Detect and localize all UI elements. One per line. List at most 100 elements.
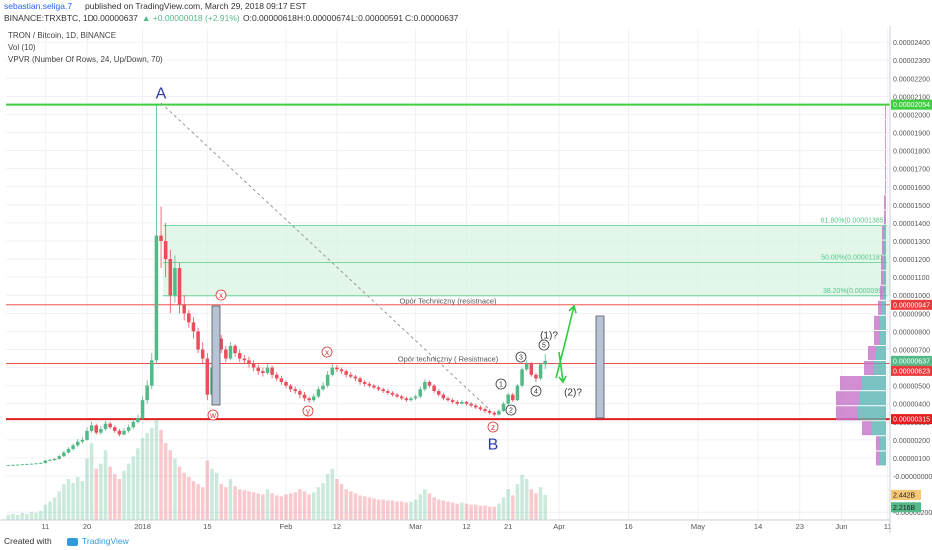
price-tag-label: 0.00000623 [893, 368, 930, 375]
candle-body [265, 367, 270, 373]
volume-bar [233, 486, 237, 520]
volume-bar [362, 496, 367, 520]
volume-bar [224, 487, 228, 520]
candle-body [75, 441, 80, 446]
candle-body [20, 464, 24, 466]
volume-bar [483, 505, 487, 520]
box [211, 305, 221, 406]
candle-body [48, 460, 52, 461]
vpvr-up [883, 285, 886, 300]
y-tick-label: 0.00000500 [893, 384, 930, 391]
volume-bar [367, 497, 372, 520]
volume-bar [450, 502, 455, 520]
volume-bar [99, 463, 103, 520]
candle-body [228, 345, 233, 359]
volume-bar [122, 470, 126, 520]
candle-body [469, 403, 473, 406]
candle-body [413, 396, 418, 399]
volume-bar [446, 501, 450, 520]
vpvr-down [864, 361, 874, 376]
annotation: 2 [509, 407, 513, 414]
candle-body [200, 349, 205, 359]
candle-body [376, 387, 381, 390]
fib-zone [163, 225, 890, 296]
x-tick-label: 12 [462, 522, 470, 531]
volume-bar [395, 501, 399, 520]
volume-bar [279, 496, 284, 520]
y-tick-label: 0.00001900 [893, 131, 930, 138]
annotation: 1 [499, 381, 503, 388]
price-tag [891, 355, 932, 366]
volume-bar [288, 493, 293, 520]
candle-body [233, 345, 237, 354]
vpvr-up [880, 436, 886, 451]
change: ▲ +0.00000018 (+2.91%) [142, 13, 240, 23]
volume-bar [108, 466, 112, 520]
volume-bar [538, 487, 543, 520]
axes: 0.00002400 0.00002300 0.00002200 0.00002100… [0, 26, 932, 533]
vpvr-up [882, 300, 886, 315]
volume-bar [270, 493, 274, 520]
candle-body [251, 363, 256, 368]
volume-bar [321, 483, 325, 520]
volume-bar [302, 491, 307, 520]
candle-body [390, 392, 395, 395]
x-tick-label: Mar [409, 522, 422, 531]
x-tick-label: 14 [754, 522, 762, 531]
price-tag-label: 0.00000637 [893, 358, 930, 365]
candle-body [362, 382, 367, 384]
candle-body [302, 394, 307, 399]
annotation: 5 [542, 342, 546, 349]
volume-bar [312, 492, 316, 520]
vpvr-down [836, 406, 858, 421]
candle-body [99, 429, 103, 433]
volume-bar [432, 497, 436, 520]
candle-body [325, 374, 330, 386]
volume-bar [6, 514, 11, 520]
vpvr-down [882, 225, 884, 240]
vpvr-down [880, 285, 883, 300]
candle-body [122, 430, 126, 435]
volume-bar [140, 438, 145, 520]
candle-body [409, 398, 413, 401]
price: 0.00000637 [93, 13, 138, 23]
candle-body [284, 382, 288, 386]
candle-body [353, 376, 358, 379]
candle-body [293, 389, 298, 392]
y-tick-label: 0.00000700 [893, 347, 930, 354]
y-tick-label: 0.00002200 [893, 76, 930, 83]
y-tick-label: 0.00000200 [893, 438, 930, 445]
candle-body [538, 364, 543, 379]
candle-body [423, 382, 427, 390]
volume-bar [436, 499, 441, 520]
candle-body [126, 427, 131, 431]
candle-body [191, 322, 196, 332]
candle-body [108, 423, 112, 428]
trend-line [160, 102, 491, 411]
footer-brand[interactable]: TradingView [82, 536, 130, 546]
volume-bar [251, 492, 256, 520]
candle-body [270, 367, 274, 375]
volume-bar [62, 484, 66, 520]
annotation: 3 [519, 354, 523, 361]
open: O:0.00000618 [243, 13, 297, 23]
annotation: z [491, 423, 495, 432]
price-tag [891, 99, 932, 110]
volume-bar [75, 476, 80, 520]
volume-bar [168, 450, 173, 520]
volume-bar [136, 448, 140, 520]
volume-bar [515, 484, 520, 520]
annotation: 4 [534, 388, 538, 395]
annotation: (2)? [564, 388, 582, 399]
y-tick-label: 0.00000400 [893, 402, 930, 409]
vpvr-up [883, 255, 886, 270]
volume-bar [534, 493, 538, 520]
label-circle [321, 346, 333, 358]
volume-bar [390, 500, 395, 520]
volume-bar [261, 494, 265, 520]
candle-body [501, 403, 506, 411]
volume-tag-label: 2.216B [893, 505, 916, 512]
legend-vpvr: VPVR (Number Of Rows, 24, Up/Down, 70) [8, 55, 163, 64]
volume-bar [177, 466, 182, 520]
